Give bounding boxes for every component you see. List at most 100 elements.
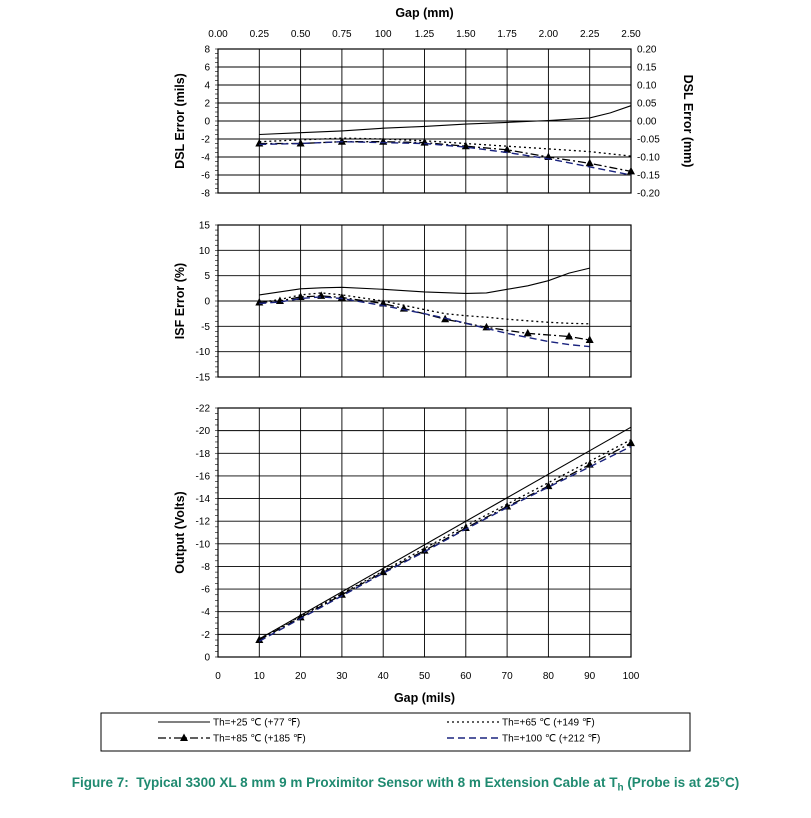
y-tick-label: -16: [196, 471, 211, 482]
data-point-marker: [461, 523, 470, 531]
x-axis-label: Gap (mils): [394, 691, 455, 705]
top-x-tick-label: 1.75: [497, 29, 517, 40]
y-tick-label: -4: [201, 607, 210, 618]
data-point-marker: [296, 139, 305, 147]
plot-frame: [217, 224, 632, 378]
y-tick-label: -10: [196, 347, 211, 358]
y-tick-label: 2: [204, 99, 210, 110]
caption-text: Typical 3300 XL 8 mm 9 m Proximitor Sens…: [136, 775, 618, 790]
y-axis-label: ISF Error (%): [173, 263, 187, 339]
data-point-marker: [337, 137, 346, 145]
x-tick-label: 30: [336, 671, 348, 682]
series-line-3: [259, 296, 590, 348]
y-tick-label: -20: [196, 426, 211, 437]
data-point-marker: [544, 481, 553, 490]
top-x-tick-label: 1.25: [415, 29, 435, 40]
plot-frame: [217, 48, 632, 194]
y-tick-label: 10: [199, 246, 211, 257]
y2-tick-label: -0.10: [637, 153, 660, 164]
caption-text-after: (Probe is at 25°C): [627, 775, 740, 790]
top-x-tick-label: 0.75: [332, 29, 352, 40]
legend-label: Th=+25 ℃ (+77 ℉): [213, 718, 300, 729]
legend-label: Th=+65 ℃ (+149 ℉): [502, 718, 595, 729]
data-point-marker: [627, 166, 635, 175]
series-line-0: [259, 105, 632, 136]
series-line-2: [258, 442, 632, 641]
y-tick-label: -22: [196, 404, 211, 415]
caption-label: Figure 7:: [71, 775, 129, 790]
x-tick-label: 60: [460, 671, 472, 682]
caption-subscript: h: [617, 782, 624, 794]
series-line-2: [259, 295, 590, 341]
y-tick-label: -18: [196, 449, 211, 460]
series-line-0: [259, 426, 632, 640]
y-tick-label: 0: [204, 297, 210, 308]
y2-tick-label: 0.10: [637, 81, 657, 92]
y2-tick-label: 0.00: [637, 117, 657, 128]
y2-tick-label: -0.15: [637, 171, 660, 182]
y-tick-label: -8: [201, 562, 210, 573]
top-x-tick-label: 2.00: [539, 29, 559, 40]
y2-axis-label: DSL Error (mm): [681, 75, 695, 168]
x-tick-label: 40: [378, 671, 390, 682]
y-tick-label: -2: [201, 135, 210, 146]
y2-tick-label: 0.15: [637, 63, 657, 74]
data-point-marker: [503, 145, 512, 153]
y2-tick-label: -0.05: [637, 135, 660, 146]
y-tick-label: 4: [204, 81, 210, 92]
data-point-marker: [585, 460, 594, 468]
data-point-marker: [503, 501, 512, 510]
y-tick-label: -2: [201, 630, 210, 641]
x-tick-label: 90: [584, 671, 596, 682]
y-tick-label: -4: [201, 153, 210, 164]
x-tick-label: 80: [543, 671, 555, 682]
x-tick-label: 50: [419, 671, 431, 682]
data-point-marker: [585, 158, 594, 167]
data-point-marker: [420, 546, 429, 554]
y-tick-label: -6: [201, 171, 210, 182]
legend-box: [100, 712, 691, 752]
y-axis-label: Output (Volts): [173, 491, 187, 573]
top-x-tick-label: 2.25: [580, 29, 600, 40]
top-x-tick-label: 0.00: [208, 29, 228, 40]
y2-tick-label: 0.05: [637, 99, 657, 110]
y2-tick-label: 0.20: [637, 45, 657, 56]
x-tick-label: 100: [623, 671, 640, 682]
x-tick-label: 10: [254, 671, 266, 682]
data-point-marker: [565, 331, 574, 340]
y-tick-label: -14: [196, 494, 211, 505]
series-line-3: [259, 140, 632, 176]
y-tick-label: -15: [196, 373, 211, 384]
top-x-tick-label: 2.50: [621, 29, 641, 40]
y-tick-label: 8: [204, 45, 210, 56]
y-axis-label: DSL Error (mils): [173, 73, 187, 169]
panel-dsl: -8 -6 -4 -2 0 2 4 6 8 DSL Error (mils) -0.20 -0.15 -…: [173, 6, 695, 200]
data-point-marker: [255, 139, 264, 147]
y-tick-label: 0: [204, 117, 210, 128]
top-x-tick-label: 0.25: [250, 29, 270, 40]
panel-isf: -15 -10 -5 0 5 10 15 ISF Error (%): [173, 221, 632, 384]
series-line-1: [259, 137, 632, 157]
data-point-marker: [379, 567, 388, 576]
y-tick-label: 5: [204, 271, 210, 282]
series-line-1: [259, 292, 590, 325]
y-tick-label: 15: [199, 221, 211, 232]
legend-label: Th=+100 ℃ (+212 ℉): [502, 734, 600, 745]
data-point-marker: [627, 438, 635, 447]
legend: Th=+25 ℃ (+77 ℉) Th=+65 ℃ (+149 ℉) Th=+85 …: [100, 712, 691, 752]
y-tick-label: -10: [196, 539, 211, 550]
data-point-marker: [296, 292, 305, 300]
series-line-2: [259, 141, 632, 173]
x-tick-label: 70: [502, 671, 514, 682]
series-line-0: [259, 267, 590, 296]
x-tick-label: 20: [295, 671, 307, 682]
y-tick-label: 0: [204, 653, 210, 664]
y-tick-label: -8: [201, 189, 210, 200]
data-point-marker: [296, 612, 305, 621]
y-tick-label: -6: [201, 585, 210, 596]
x-tick-label: 0: [215, 671, 221, 682]
top-x-tick-label: 100: [375, 29, 392, 40]
data-point-marker: [337, 590, 346, 598]
figure-caption: Figure 7: Typical 3300 XL 8 mm 9 m Proxi…: [20, 774, 791, 798]
